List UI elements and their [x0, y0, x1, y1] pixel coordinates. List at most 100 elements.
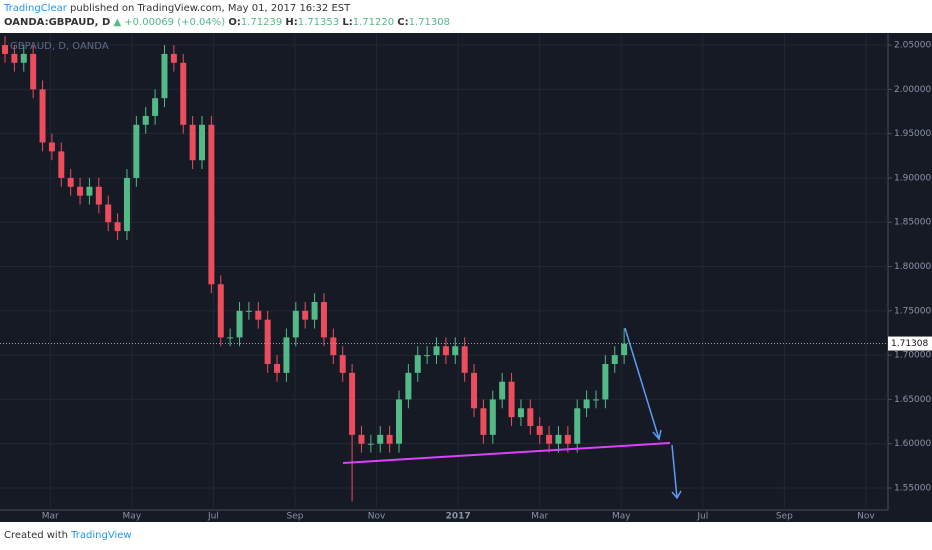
last-price-label: 1.71308	[891, 339, 928, 349]
candle-body	[471, 372, 478, 409]
candle-body	[11, 53, 18, 63]
published: published on TradingView.com, May 01, 20…	[70, 3, 351, 14]
y-tick-label: 1.60000	[894, 439, 931, 449]
candle-body	[592, 399, 599, 401]
header: TradingClear published on TradingView.co…	[4, 2, 450, 30]
x-tick-label: May	[123, 512, 142, 522]
candle-body	[48, 142, 55, 152]
candle-body	[405, 372, 412, 400]
background	[0, 33, 932, 522]
candle-body	[320, 301, 327, 338]
author[interactable]: TradingClear	[4, 3, 67, 14]
arrows	[624, 327, 682, 500]
candle-body	[358, 434, 365, 444]
y-tick-label: 2.00000	[894, 85, 931, 95]
candle-body	[330, 337, 337, 356]
candle-body	[414, 355, 421, 373]
plot	[0, 33, 888, 510]
candle-body	[30, 53, 37, 90]
x-tick-label: 2017	[446, 512, 471, 522]
candle-body	[527, 408, 534, 427]
c: 1.71308	[408, 17, 450, 28]
candle-body	[377, 434, 384, 444]
candle-body	[546, 434, 553, 444]
candle-body	[611, 355, 618, 364]
candle-body	[302, 310, 309, 320]
candle-body	[424, 355, 431, 357]
candle-body	[499, 381, 506, 400]
footer: Created with TradingView	[4, 530, 132, 541]
o: 1.71239	[240, 17, 283, 28]
h-label: H:	[285, 17, 298, 28]
candle-body	[489, 399, 496, 435]
candle-body	[170, 53, 177, 63]
candle-body	[39, 89, 46, 143]
candle-body	[274, 363, 281, 373]
candle-body	[208, 124, 215, 285]
candle-body	[2, 45, 9, 54]
candle-body	[105, 204, 112, 223]
l-label: L:	[342, 17, 353, 28]
candle-body	[199, 124, 206, 161]
y-tick-label: 1.65000	[894, 395, 931, 405]
candle-body	[217, 284, 224, 338]
x-tick-label: Sep	[776, 512, 793, 522]
candle-body	[152, 98, 159, 116]
candle-body	[461, 346, 468, 373]
created: Created with	[4, 530, 68, 541]
candle-body	[536, 426, 543, 435]
candle-body	[255, 310, 262, 320]
x-tick-label: Nov	[857, 512, 875, 522]
y-tick-label: 1.55000	[894, 484, 931, 494]
candle-body	[621, 343, 628, 356]
candle-body	[349, 372, 356, 435]
candle-body	[555, 434, 562, 444]
change: ▲ +0.00069 (+0.04%)	[113, 17, 226, 28]
x-tick-label: Mar	[42, 512, 59, 522]
candle-body	[20, 53, 27, 63]
candle-body	[283, 337, 290, 373]
candle-body	[517, 408, 524, 418]
candle-body	[574, 408, 581, 444]
candle-body	[508, 381, 515, 418]
x-tick-label: Jul	[696, 512, 708, 522]
c-label: C:	[397, 17, 409, 28]
legend: GBPAUD, D, OANDA	[10, 41, 109, 52]
brand[interactable]: TradingView	[71, 530, 132, 541]
l: 1.71220	[352, 17, 395, 28]
candle-body	[77, 186, 84, 196]
y-tick-label: 1.80000	[894, 262, 931, 272]
candle-body	[386, 434, 393, 444]
candle-body	[236, 310, 243, 338]
candle-body	[67, 177, 74, 187]
candle-body	[95, 186, 102, 205]
y-tick-label: 1.95000	[894, 129, 931, 139]
h: 1.71353	[297, 17, 340, 28]
symbol: OANDA:GBPAUD, D	[4, 17, 111, 28]
trend-line	[342, 442, 671, 464]
candle-body	[442, 346, 449, 356]
x-tick-label: Mar	[531, 512, 548, 522]
candle-body	[339, 355, 346, 373]
candle-body	[161, 53, 168, 99]
candle-body	[189, 124, 196, 161]
last-price-box	[888, 336, 932, 351]
y-tick-label: 1.70000	[894, 351, 931, 361]
candle-body	[395, 399, 402, 444]
candle-body	[292, 310, 299, 338]
candle-body	[58, 151, 65, 178]
x-tick-label: May	[612, 512, 631, 522]
y-tick-label: 1.85000	[894, 218, 931, 228]
o-label: O:	[228, 17, 241, 28]
chart: GBPAUD, D, OANDA 1.55000 1.60000 1.65000 1.…	[0, 33, 932, 522]
x-tick-label: Sep	[287, 512, 304, 522]
candle-body	[123, 177, 130, 232]
candle-body	[180, 62, 187, 125]
candle-body	[227, 337, 234, 339]
candle-body	[602, 363, 609, 400]
x-tick-label: Jul	[207, 512, 219, 522]
candle-body	[480, 408, 487, 435]
candle-body	[452, 346, 459, 356]
y-tick-label: 1.75000	[894, 306, 931, 316]
candle-body	[245, 310, 252, 312]
